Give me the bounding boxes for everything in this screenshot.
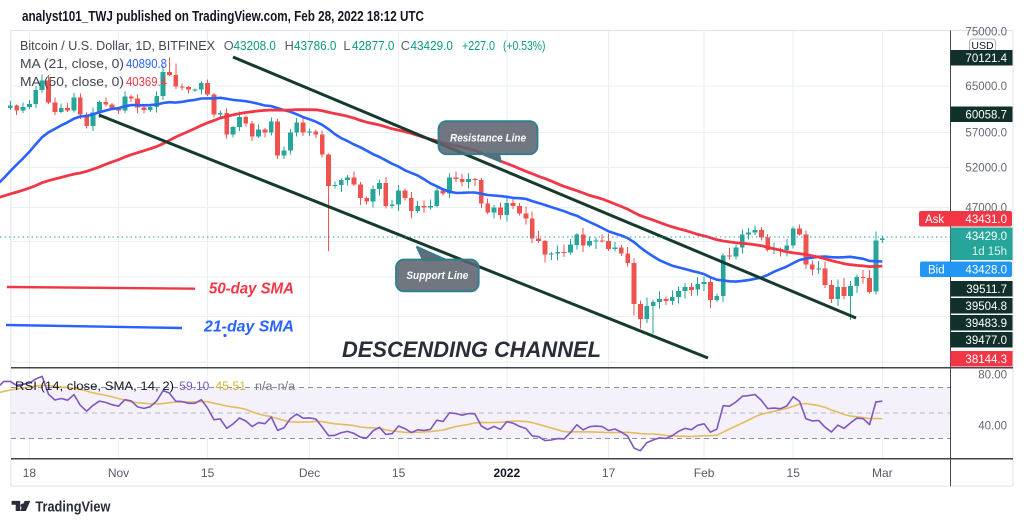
svg-text:USD: USD	[971, 40, 994, 52]
svg-text:43428.0: 43428.0	[965, 265, 1007, 277]
svg-text:38144.3: 38144.3	[965, 354, 1007, 366]
svg-text:MA (21, close, 0): MA (21, close, 0)	[20, 56, 124, 71]
svg-text:Ask: Ask	[925, 214, 944, 226]
svg-text:43431.0: 43431.0	[965, 214, 1007, 226]
svg-text:15: 15	[392, 466, 406, 480]
svg-text:L: L	[343, 38, 350, 53]
svg-text:15: 15	[787, 466, 801, 480]
svg-text:RSI (14, close, SMA, 14, 2): RSI (14, close, SMA, 14, 2)	[15, 379, 174, 393]
svg-text:+227.0: +227.0	[462, 38, 495, 53]
svg-text:43429.0: 43429.0	[965, 231, 1007, 243]
svg-text:65000.0: 65000.0	[965, 81, 1007, 93]
svg-text:n/a: n/a	[278, 379, 296, 393]
svg-text:(+0.53%): (+0.53%)	[503, 38, 546, 53]
svg-text:70121.4: 70121.4	[965, 53, 1007, 65]
svg-text:2022: 2022	[493, 466, 520, 480]
svg-text:Nov: Nov	[108, 466, 129, 480]
svg-text:40369.4: 40369.4	[126, 74, 167, 89]
svg-text:18: 18	[23, 466, 37, 480]
svg-text:MA (50, close, 0): MA (50, close, 0)	[20, 74, 124, 89]
svg-text:40890.8: 40890.8	[126, 56, 167, 71]
svg-text:43786.0: 43786.0	[294, 38, 336, 53]
svg-text:39483.9: 39483.9	[965, 318, 1007, 330]
svg-text:80.00: 80.00	[978, 370, 1007, 382]
svg-text:Bid: Bid	[928, 265, 945, 277]
svg-text:39511.7: 39511.7	[966, 284, 1007, 296]
svg-text:39477.0: 39477.0	[965, 335, 1007, 347]
svg-text:75000.0: 75000.0	[965, 27, 1007, 39]
svg-text:40.00: 40.00	[978, 421, 1007, 433]
svg-text:Bitcoin / U.S. Dollar, 1D, BIT: Bitcoin / U.S. Dollar, 1D, BITFINEX	[20, 38, 215, 53]
svg-text:43208.0: 43208.0	[234, 38, 276, 53]
svg-text:17: 17	[602, 466, 616, 480]
svg-text:H: H	[285, 38, 294, 53]
svg-text:n/a: n/a	[255, 379, 273, 393]
svg-text:45.51: 45.51	[216, 379, 247, 393]
svg-text:39504.8: 39504.8	[965, 301, 1007, 313]
svg-text:Resistance Line: Resistance Line	[450, 133, 526, 145]
svg-text:1d 15h: 1d 15h	[972, 246, 1007, 258]
svg-text:59.10: 59.10	[179, 379, 209, 393]
svg-text:42877.0: 42877.0	[352, 38, 394, 53]
svg-text:O: O	[224, 38, 234, 53]
svg-text:Feb: Feb	[694, 466, 715, 480]
svg-text:Mar: Mar	[872, 466, 893, 480]
svg-text:43429.0: 43429.0	[411, 38, 453, 53]
svg-text:C: C	[401, 38, 410, 53]
svg-text:57000.0: 57000.0	[965, 128, 1007, 140]
svg-text:DESCENDING CHANNEL: DESCENDING CHANNEL	[342, 337, 601, 362]
svg-text:50-day SMA: 50-day SMA	[209, 281, 294, 298]
svg-text:15: 15	[201, 466, 215, 480]
svg-text:60058.7: 60058.7	[965, 109, 1007, 121]
svg-text:analyst101_TWJ published on Tr: analyst101_TWJ published on TradingView.…	[22, 9, 424, 25]
svg-text:Support Line: Support Line	[406, 270, 468, 282]
svg-text:Dec: Dec	[299, 466, 320, 480]
svg-text:21-day SMA: 21-day SMA	[203, 319, 294, 336]
svg-text:TradingView: TradingView	[35, 500, 111, 516]
svg-text:52000.0: 52000.0	[965, 163, 1007, 175]
